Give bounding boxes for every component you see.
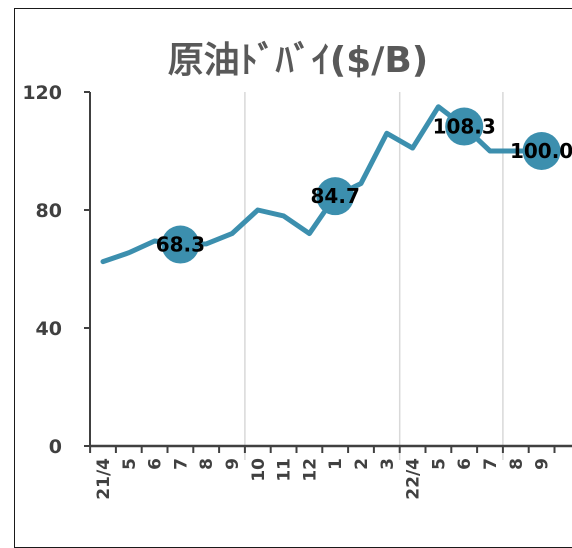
data-label: 84.7	[311, 184, 360, 208]
data-label: 108.3	[433, 115, 496, 139]
x-tick-label: 7	[481, 458, 501, 470]
x-tick-label: 9	[223, 458, 243, 470]
x-tick-label: 3	[378, 458, 398, 470]
data-point-marker	[445, 107, 484, 146]
y-tick-label: 40	[36, 318, 62, 340]
y-tick-label: 0	[49, 436, 62, 458]
x-tick-label: 5	[429, 458, 449, 470]
x-tick-labels: 21/4 5 6 7 8 9 10 11 12 1 2 3 22/4 5 6 7 8 9	[94, 458, 553, 500]
x-tick-label: 6	[455, 458, 475, 470]
x-tick-label: 10	[249, 458, 269, 482]
data-label-layer: 68.3 84.7 108.3 100.0	[156, 115, 572, 257]
x-tick-label: 22/4	[404, 458, 424, 500]
x-tick-label: 7	[171, 458, 191, 470]
x-tick-label: 8	[197, 458, 217, 470]
data-point-marker	[161, 225, 200, 264]
data-point-marker	[522, 132, 561, 170]
marker-layer	[161, 107, 561, 264]
x-tick-label: 12	[300, 458, 320, 482]
grid-layer	[244, 92, 504, 460]
x-tick-label: 21/4	[94, 458, 114, 500]
x-tick-label: 1	[326, 458, 346, 470]
data-point-marker	[316, 177, 355, 216]
x-tick-label: 2	[352, 458, 372, 470]
data-label: 100.0	[510, 139, 572, 163]
x-tick-label: 8	[507, 458, 527, 470]
chart-frame	[14, 8, 572, 548]
y-tick-labels: 0 40 80 120	[22, 82, 62, 458]
x-tick-label: 6	[146, 458, 166, 470]
axis-layer	[84, 91, 572, 453]
y-tick-label: 80	[36, 200, 62, 222]
x-tick-label: 9	[533, 458, 553, 470]
x-tick-label: 5	[120, 458, 140, 470]
x-tick-label: 11	[275, 458, 295, 482]
chart-title: 原油ﾄﾞﾊﾞｲ($/B)	[168, 39, 429, 81]
data-label: 68.3	[156, 233, 205, 257]
y-tick-label: 120	[22, 82, 62, 104]
